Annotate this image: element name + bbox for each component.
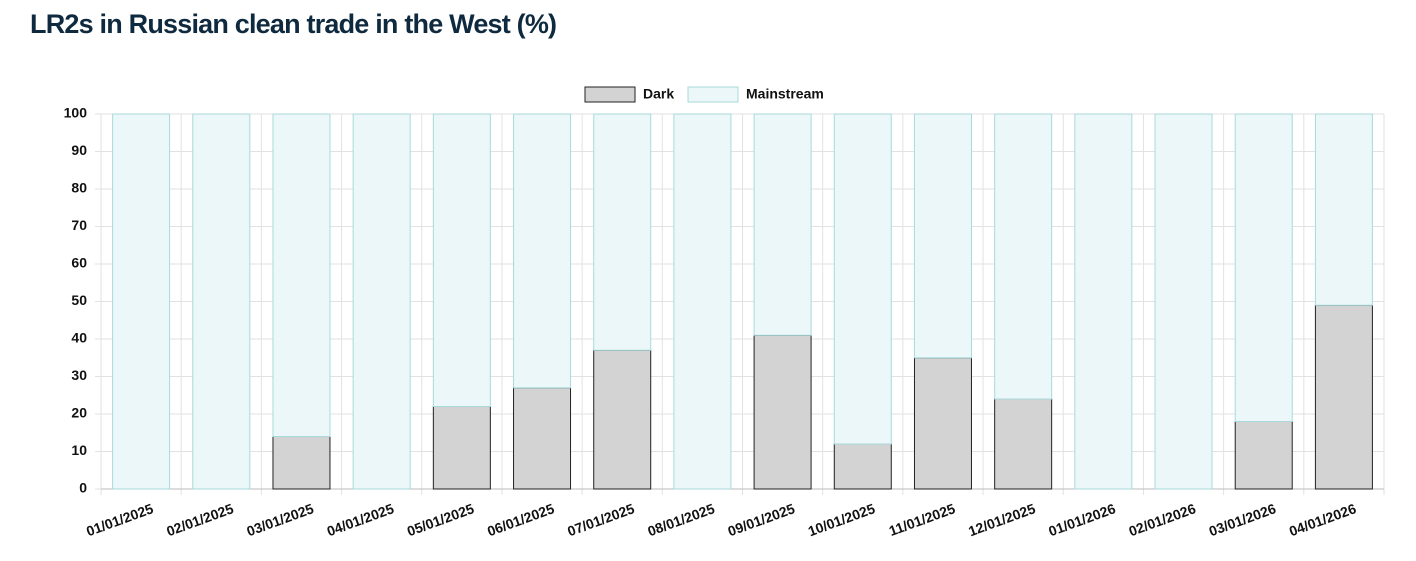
x-tick-label: 03/01/2025 bbox=[244, 500, 316, 539]
bar-segment bbox=[913, 113, 972, 359]
bar-segment bbox=[753, 334, 812, 490]
legend-swatch bbox=[584, 86, 636, 103]
bar-segment bbox=[272, 436, 331, 490]
bar-segment bbox=[593, 113, 652, 351]
bar-segment bbox=[913, 357, 972, 490]
x-tick-label: 11/01/2025 bbox=[887, 500, 958, 539]
bar-segment bbox=[513, 387, 572, 490]
chart-title: LR2s in Russian clean trade in the West … bbox=[30, 9, 556, 39]
y-tick-label: 40 bbox=[71, 330, 87, 346]
bar-segment bbox=[994, 398, 1053, 490]
legend-swatch bbox=[687, 86, 739, 103]
bar-segment bbox=[833, 113, 892, 445]
x-tick-label: 09/01/2025 bbox=[726, 500, 798, 539]
bar-segment bbox=[753, 113, 812, 336]
y-tick-label: 80 bbox=[71, 180, 87, 196]
x-tick-label: 02/01/2026 bbox=[1126, 500, 1198, 539]
legend-label: Dark bbox=[643, 86, 674, 102]
x-tick-label: 01/01/2025 bbox=[84, 500, 156, 539]
bar-segment bbox=[432, 406, 491, 490]
y-tick-label: 30 bbox=[71, 367, 87, 383]
x-tick-label: 10/01/2025 bbox=[806, 500, 878, 539]
bar-segment bbox=[352, 113, 411, 490]
bar-segment bbox=[1234, 421, 1293, 490]
x-tick-label: 06/01/2025 bbox=[485, 500, 557, 539]
legend-label: Mainstream bbox=[746, 86, 824, 102]
x-tick-label: 12/01/2025 bbox=[966, 500, 1038, 539]
bar-segment bbox=[432, 113, 491, 407]
y-tick-label: 100 bbox=[64, 105, 88, 121]
y-tick-label: 60 bbox=[71, 255, 87, 271]
x-tick-label: 08/01/2025 bbox=[645, 500, 717, 539]
x-tick-label: 01/01/2026 bbox=[1046, 500, 1118, 539]
bar-segment bbox=[833, 443, 892, 490]
bar-segment bbox=[1234, 113, 1293, 422]
x-tick-label: 05/01/2025 bbox=[405, 500, 477, 539]
x-tick-label: 03/01/2026 bbox=[1207, 500, 1279, 539]
x-tick-label: 02/01/2025 bbox=[164, 500, 236, 539]
x-tick-label: 04/01/2025 bbox=[325, 500, 397, 539]
bar-segment bbox=[272, 113, 331, 437]
y-tick-label: 0 bbox=[79, 480, 87, 496]
y-tick-label: 50 bbox=[71, 292, 87, 308]
bar-segment bbox=[593, 349, 652, 490]
bar-segment bbox=[112, 113, 171, 490]
bar-segment bbox=[1154, 113, 1213, 490]
y-tick-label: 70 bbox=[71, 217, 87, 233]
y-tick-label: 20 bbox=[71, 405, 87, 421]
bar-segment bbox=[673, 113, 732, 490]
bar-segment bbox=[1074, 113, 1133, 490]
x-tick-label: 07/01/2025 bbox=[565, 500, 637, 539]
bar-segment bbox=[994, 113, 1053, 400]
bar-segment bbox=[1314, 113, 1373, 306]
x-tick-label: 04/01/2026 bbox=[1287, 500, 1359, 539]
y-tick-label: 90 bbox=[71, 142, 87, 158]
bar-segment bbox=[192, 113, 251, 490]
bar-segment bbox=[1314, 304, 1373, 490]
y-tick-label: 10 bbox=[71, 442, 87, 458]
bar-segment bbox=[513, 113, 572, 389]
